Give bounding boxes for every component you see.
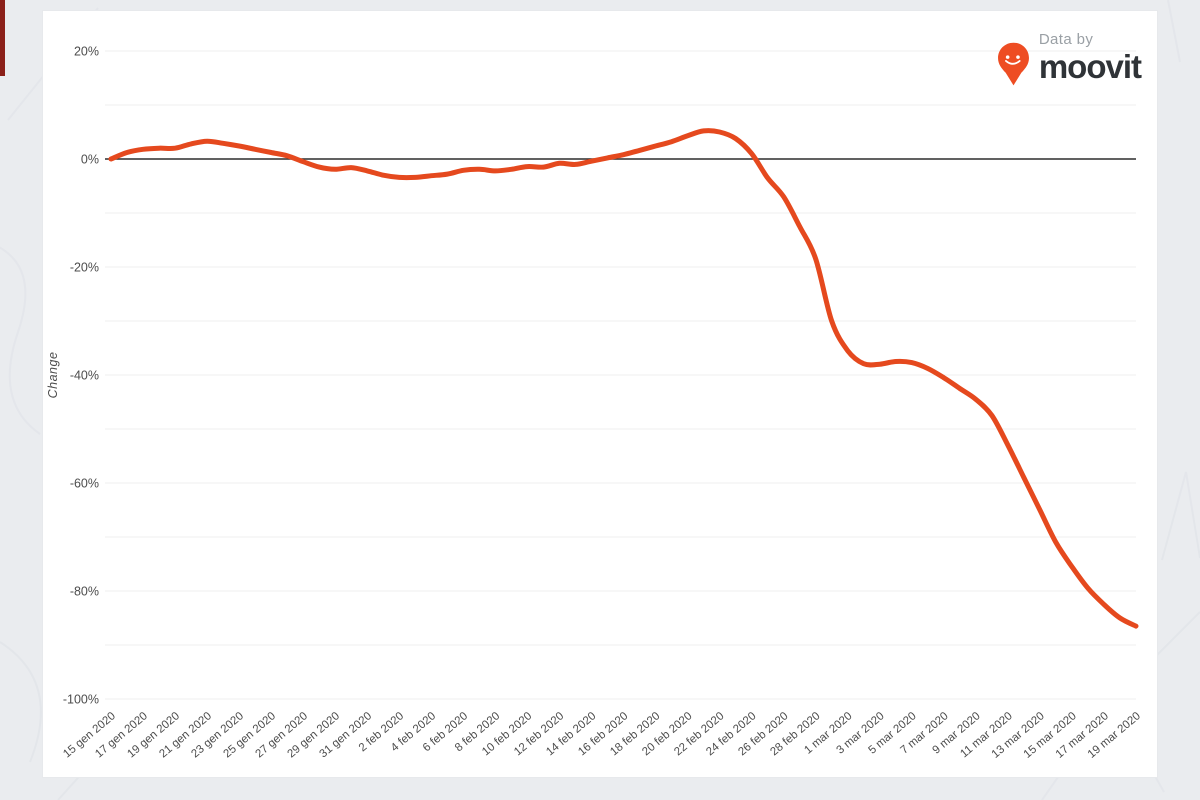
transit-usage-change-line-chart: 20%0%-20%-40%-60%-80%-100%15 gen 202017 …: [46, 45, 1143, 761]
brand-name-label: moovit: [1038, 47, 1142, 85]
y-tick-label: -40%: [70, 369, 99, 383]
change-series-line: [108, 128, 1139, 629]
moovit-logo-text: Data by moovit: [1038, 31, 1142, 85]
y-tick-label: -100%: [63, 693, 99, 707]
y-tick-label: -60%: [70, 477, 99, 491]
moovit-logo: Data by moovit: [997, 31, 1142, 93]
data-by-label: Data by: [1038, 31, 1094, 48]
chart-card: 20% 0% -20% -40% -60% -80% -100% 15 gen 2020 17 …: [42, 10, 1158, 778]
moovit-pin-icon: [997, 42, 1029, 86]
y-tick-label: -80%: [70, 585, 99, 599]
y-axis-title: Change: [46, 352, 60, 399]
y-tick-label: -20%: [70, 261, 99, 275]
edge-accent-bar: [0, 0, 5, 76]
y-tick-label: 20%: [74, 45, 99, 59]
y-tick-label: 0%: [81, 153, 99, 167]
